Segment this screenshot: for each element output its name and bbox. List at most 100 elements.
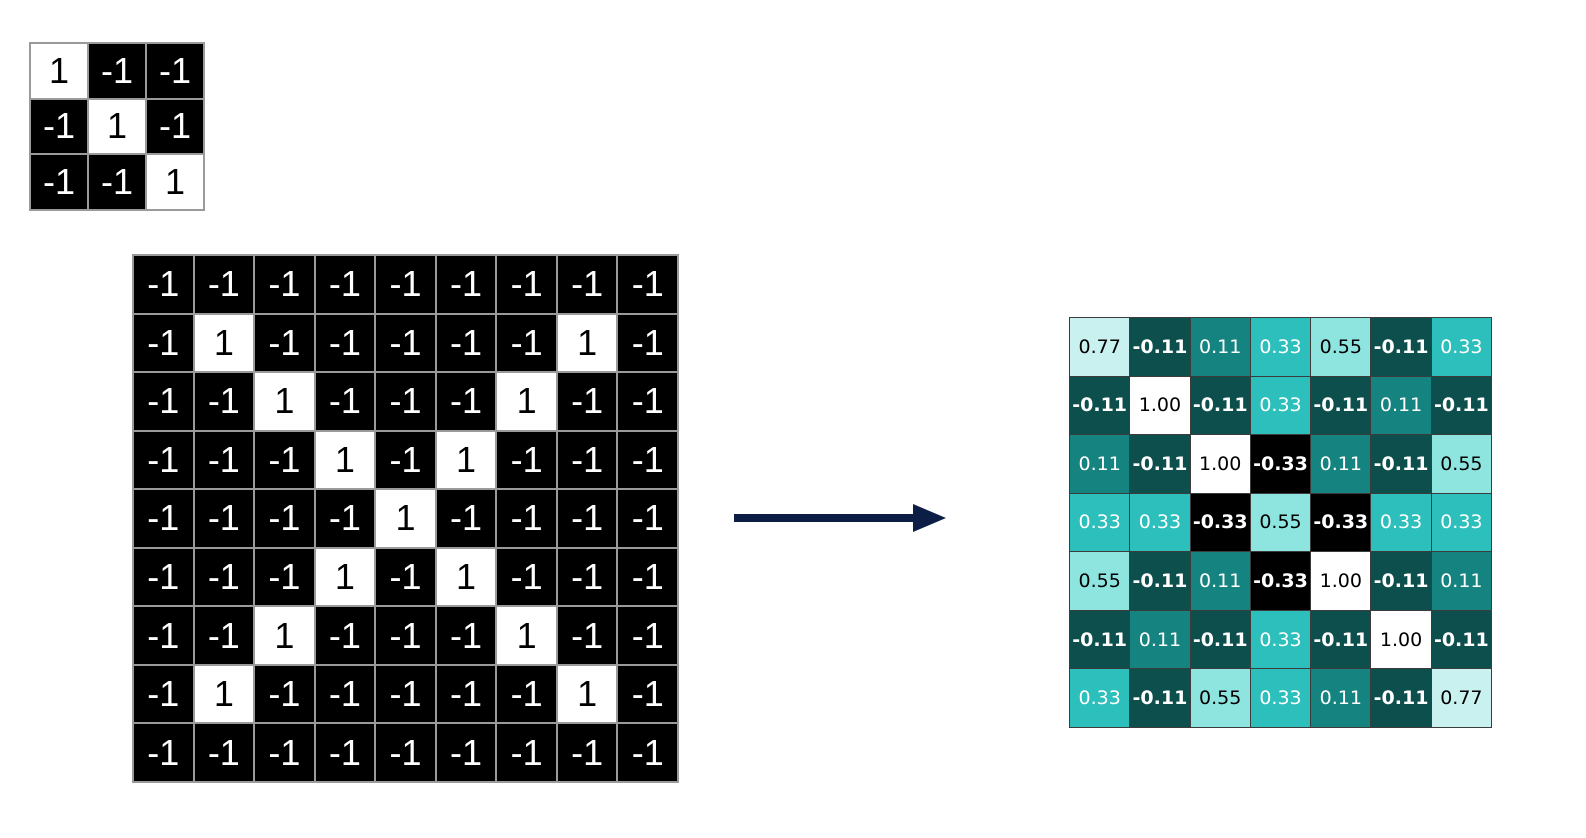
feature-map-cell: -0.11 bbox=[1190, 376, 1250, 435]
feature-map-cell: 0.33 bbox=[1371, 493, 1431, 552]
input_image-cell: -1 bbox=[376, 256, 435, 313]
input_image-cell: -1 bbox=[618, 314, 677, 372]
input_image-cell: -1 bbox=[194, 490, 254, 547]
input_image-cell: -1 bbox=[376, 665, 435, 723]
input_image-cell: -1 bbox=[376, 548, 435, 606]
input_image-cell: -1 bbox=[618, 431, 677, 489]
feature-map-cell: -0.11 bbox=[1070, 610, 1130, 669]
feature-map-cell: 0.11 bbox=[1371, 376, 1431, 435]
input_image-cell: -1 bbox=[134, 431, 193, 489]
input_image-cell: -1 bbox=[194, 256, 254, 313]
feature-map-cell: -0.11 bbox=[1130, 552, 1190, 610]
input_image-cell: 1 bbox=[557, 314, 617, 372]
input_image-cell: -1 bbox=[255, 314, 314, 372]
input_image-cell: -1 bbox=[134, 256, 193, 313]
feature-map-cell: -0.11 bbox=[1371, 669, 1431, 727]
feature-map-cell: 0.33 bbox=[1250, 669, 1311, 727]
feature-map-cell: -0.11 bbox=[1130, 318, 1190, 376]
feature-map-cell: -0.11 bbox=[1371, 552, 1431, 610]
input_image-cell: -1 bbox=[134, 607, 193, 664]
feature-map-cell: 0.55 bbox=[1190, 669, 1250, 727]
input_image-cell: -1 bbox=[255, 431, 314, 489]
feature-map-cell: -0.11 bbox=[1070, 376, 1130, 435]
feature-map-cell: -0.11 bbox=[1311, 376, 1371, 435]
input_image-cell: -1 bbox=[436, 490, 496, 547]
input_image-cell: -1 bbox=[436, 314, 496, 372]
feature-map-cell: 0.33 bbox=[1431, 318, 1491, 376]
feature-map-grid: 0.77 -0.11 0.11 0.33 0.55 -0.11 0.33 -0.11 1.00-… bbox=[1069, 317, 1492, 728]
input_image-cell: -1 bbox=[436, 607, 496, 664]
feature-map-cell: 0.11 bbox=[1190, 318, 1250, 376]
input_image-cell: -1 bbox=[497, 548, 556, 606]
input_image-cell: -1 bbox=[315, 665, 375, 723]
input_image-cell: -1 bbox=[315, 490, 375, 547]
feature-map-cell: 1.00 bbox=[1311, 552, 1371, 610]
kernel-cell: -1 bbox=[89, 44, 145, 98]
input_image-cell: -1 bbox=[557, 431, 617, 489]
feature-map-cell: 0.11 bbox=[1070, 435, 1130, 493]
feature-map-cell: 0.11 bbox=[1311, 435, 1371, 493]
input_image-cell: -1 bbox=[497, 431, 556, 489]
kernel-cell: 1 bbox=[147, 155, 203, 209]
feature-map-cell: -0.11 bbox=[1190, 610, 1250, 669]
input_image-cell: -1 bbox=[618, 724, 677, 781]
input_image-cell: -1 bbox=[618, 373, 677, 430]
arrow-head bbox=[913, 504, 946, 532]
feature-map-cell: 1.00 bbox=[1371, 610, 1431, 669]
kernel-cell: 1 bbox=[31, 44, 87, 98]
input_image-cell: -1 bbox=[557, 256, 617, 313]
input_image-cell: -1 bbox=[376, 314, 435, 372]
input_image-cell: -1 bbox=[557, 607, 617, 664]
input_image-cell: -1 bbox=[557, 373, 617, 430]
input_image-cell: -1 bbox=[436, 724, 496, 781]
feature-map-cell: 0.77 bbox=[1070, 318, 1130, 376]
feature-map-cell: 0.11 bbox=[1130, 610, 1190, 669]
input_image-cell: -1 bbox=[497, 314, 556, 372]
feature-map-cell: -0.11 bbox=[1311, 610, 1371, 669]
input_image-cell: -1 bbox=[315, 724, 375, 781]
feature-map-cell: 0.55 bbox=[1311, 318, 1371, 376]
input_image-cell: -1 bbox=[134, 548, 193, 606]
input_image-cell: -1 bbox=[194, 724, 254, 781]
input_image-cell: -1 bbox=[557, 724, 617, 781]
feature-map-cell: 0.33 bbox=[1250, 610, 1311, 669]
input_image-cell: -1 bbox=[618, 665, 677, 723]
input_image-cell: -1 bbox=[255, 665, 314, 723]
feature-map-cell: 0.33 bbox=[1250, 318, 1311, 376]
feature-map-cell: 1.00 bbox=[1190, 435, 1250, 493]
kernel-cell: -1 bbox=[89, 155, 145, 209]
input_image-cell: -1 bbox=[557, 490, 617, 547]
input_image-cell: -1 bbox=[376, 431, 435, 489]
input_image-cell: -1 bbox=[255, 256, 314, 313]
input_image-cell: 1 bbox=[255, 373, 314, 430]
feature-map-cell: 0.55 bbox=[1070, 552, 1130, 610]
input_image-cell: -1 bbox=[134, 373, 193, 430]
input_image-cell: -1 bbox=[255, 548, 314, 606]
feature-map-cell: -0.33 bbox=[1311, 493, 1371, 552]
input_image-cell: -1 bbox=[436, 373, 496, 430]
feature-map-cell: 0.33 bbox=[1130, 493, 1190, 552]
input_image-cell: -1 bbox=[497, 256, 556, 313]
feature-map-cell: -0.11 bbox=[1371, 435, 1431, 493]
input_image-cell: 1 bbox=[436, 431, 496, 489]
input_image-cell: 1 bbox=[376, 490, 435, 547]
input_image-cell: -1 bbox=[497, 724, 556, 781]
feature-map-cell: -0.33 bbox=[1250, 552, 1311, 610]
feature-map-cell: 0.11 bbox=[1431, 552, 1491, 610]
input_image-cell: -1 bbox=[618, 256, 677, 313]
input_image-cell: 1 bbox=[557, 665, 617, 723]
input_image-cell: -1 bbox=[315, 373, 375, 430]
input_image-cell: -1 bbox=[315, 607, 375, 664]
input_image-cell: -1 bbox=[194, 431, 254, 489]
input_image-cell: -1 bbox=[557, 548, 617, 606]
input_image-cell: 1 bbox=[255, 607, 314, 664]
feature-map-cell: 0.55 bbox=[1250, 493, 1311, 552]
feature-map-cell: 0.33 bbox=[1250, 376, 1311, 435]
input_image-cell: -1 bbox=[134, 665, 193, 723]
input_image-cell: 1 bbox=[497, 607, 556, 664]
input_image-cell: -1 bbox=[194, 373, 254, 430]
feature-map-cell: 1.00 bbox=[1130, 376, 1190, 435]
input_image-cell: -1 bbox=[255, 490, 314, 547]
feature-map-cell: 0.55 bbox=[1431, 435, 1491, 493]
input_image-cell: -1 bbox=[618, 607, 677, 664]
